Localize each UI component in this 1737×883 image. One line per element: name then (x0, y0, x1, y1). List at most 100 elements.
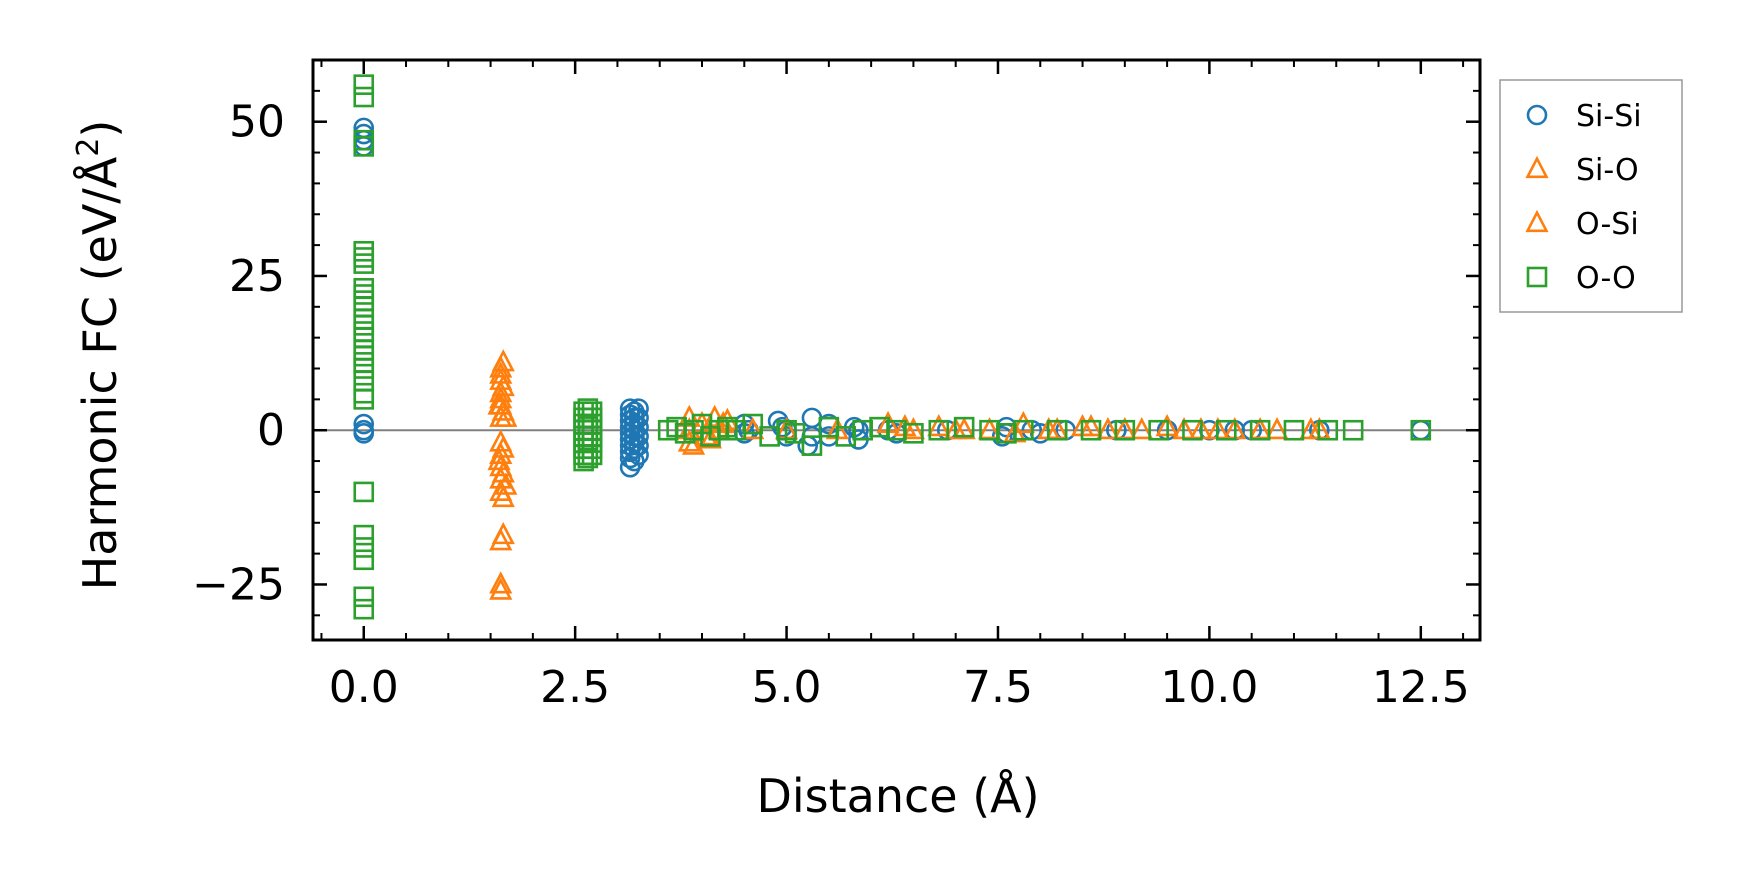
axes: 0.0 2.5 5.0 7.5 10.0 12.5 −25 0 25 50 (192, 58, 1482, 713)
data-point-O-O (353, 358, 375, 379)
legend-box (1499, 79, 1683, 313)
legend: Si-Si Si-O O-Si O-O (1499, 79, 1683, 313)
legend-item: O-O (1526, 261, 1636, 296)
x-tick-label: 12.5 (1372, 662, 1470, 713)
data-point-O-O (1046, 419, 1068, 441)
data-point-O-O (353, 74, 375, 95)
data-point-O-O (353, 339, 375, 361)
data-point-O-O (1216, 419, 1237, 441)
data-point-O-O (1114, 419, 1136, 441)
data-point-O-O (353, 253, 375, 274)
data-point-Si-O (1096, 417, 1120, 440)
data-point-O-O (353, 481, 375, 503)
data-point-O-O (353, 284, 375, 305)
legend-item: Si-O (1525, 153, 1639, 188)
y-axis-label-main: Harmonic FC (eV/Å (73, 156, 127, 590)
data-point-Si-O (491, 349, 515, 372)
series-O-Si (487, 392, 1331, 495)
x-tick-label: 0.0 (329, 662, 399, 713)
data-point-O-Si (494, 472, 518, 495)
data-point-Si-O (741, 417, 765, 440)
data-point-O-O (353, 389, 375, 410)
data-point-Si-O (491, 373, 515, 397)
data-point-O-O (353, 549, 375, 571)
data-point-O-O (353, 321, 375, 342)
data-point-O-O (353, 345, 375, 367)
data-point-Si-O (489, 577, 513, 600)
data-point-O-O (903, 422, 924, 444)
data-point-O-Si (487, 447, 511, 471)
series-Si-O (489, 349, 1323, 600)
data-point-O-O (353, 296, 375, 318)
data-point-O-O (353, 247, 375, 268)
legend-label: Si-Si (1576, 99, 1642, 134)
data-point-O-O (353, 524, 375, 546)
data-point-O-O (353, 327, 375, 348)
series-O-O (353, 74, 1432, 620)
data-point-O-O (1342, 419, 1364, 441)
data-point-O-O (1249, 419, 1271, 441)
data-point-Si-O (1265, 417, 1289, 440)
data-point-Si-O (489, 571, 513, 594)
legend-marker-circle (1526, 104, 1548, 126)
data-point-O-O (353, 290, 375, 311)
data-point-Si-Si (628, 444, 649, 466)
legend-item: O-Si (1525, 207, 1639, 242)
data-point-O-O (353, 315, 375, 336)
plot-frame (311, 58, 1482, 642)
data-point-O-O (953, 416, 975, 438)
data-point-O-O (742, 413, 764, 435)
data-point-Si-Si (353, 413, 375, 435)
data-point-Si-O (1130, 417, 1154, 440)
data-point-Si-O (491, 521, 515, 545)
legend-item: Si-Si (1526, 99, 1642, 134)
data-point-O-O (581, 444, 603, 466)
data-point-O-O (353, 86, 375, 108)
data-point-Si-Si (353, 422, 375, 444)
data-point-O-O (1283, 419, 1305, 441)
x-tick-label: 5.0 (752, 662, 822, 713)
data-point-O-O (353, 277, 375, 299)
data-point-O-O (784, 422, 806, 444)
data-point-O-O (353, 240, 375, 262)
y-axis-label: Harmonic FC (eV/Å2) (71, 120, 127, 591)
data-point-O-Si (487, 392, 511, 415)
data-point-O-O (353, 586, 375, 608)
data-point-O-O (1182, 419, 1203, 441)
data-point-O-O (928, 419, 950, 441)
data-marks (313, 74, 1480, 620)
x-tick-label: 7.5 (963, 662, 1033, 713)
data-point-O-O (801, 435, 823, 456)
legend-label: Si-O (1576, 153, 1639, 188)
legend-label: O-O (1576, 261, 1636, 296)
data-point-Si-O (927, 413, 951, 437)
data-point-O-O (353, 537, 375, 558)
data-point-Si-Si (801, 407, 823, 429)
y-tick-label: −25 (192, 559, 285, 610)
data-point-O-Si (681, 432, 706, 455)
data-point-O-O (1013, 419, 1034, 441)
y-tick-label: 0 (257, 405, 285, 456)
data-point-O-Si (944, 417, 968, 440)
y-tick-label: 25 (229, 251, 285, 302)
data-point-O-O (1410, 419, 1432, 441)
data-point-Si-Si (991, 426, 1013, 447)
x-axis-label: Distance (Å) (756, 769, 1039, 823)
data-point-O-O (353, 598, 375, 620)
x-tick-label: 10.0 (1160, 662, 1258, 713)
data-point-O-O (353, 370, 375, 392)
data-point-O-O (1148, 419, 1169, 441)
data-point-O-O (1317, 419, 1339, 441)
legend-label: O-Si (1576, 207, 1639, 242)
data-point-Si-O (901, 417, 926, 440)
data-point-O-O (353, 136, 375, 157)
data-point-O-O (353, 382, 375, 404)
data-point-O-O (353, 352, 375, 373)
data-point-Si-O (491, 484, 515, 508)
data-point-O-O (353, 308, 375, 330)
y-tick-label: 50 (229, 97, 285, 148)
y-axis-label-superscript: 2 (71, 138, 106, 157)
legend-marker-square (1526, 266, 1548, 288)
legend-marker-triangle (1525, 209, 1549, 233)
